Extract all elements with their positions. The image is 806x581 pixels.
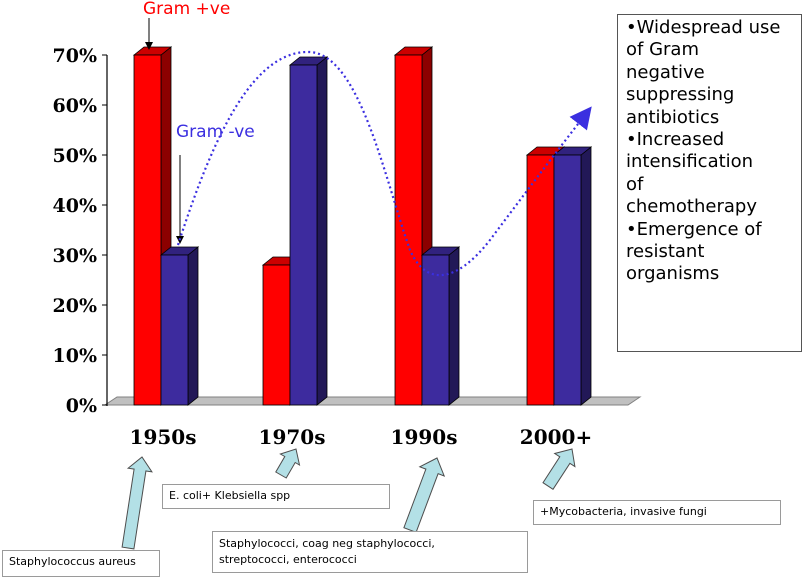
y-tick-label: 20% bbox=[53, 295, 98, 317]
explanation-line: negative bbox=[626, 61, 705, 83]
bar-1970s-series-2 bbox=[288, 56, 329, 406]
bar-front bbox=[262, 264, 291, 406]
bar-front bbox=[394, 54, 423, 406]
note-e-coli-klebsiella: E. coli+ Klebsiella spp bbox=[162, 484, 390, 509]
chart-floor bbox=[103, 396, 642, 406]
x-tick-label: 1950s bbox=[130, 425, 197, 449]
x-tick-label: 1970s bbox=[259, 425, 326, 449]
explanation-line: intensification bbox=[626, 151, 754, 173]
note-line: streptococci, enterococci bbox=[219, 553, 357, 566]
bar-2000+-series-2 bbox=[552, 146, 593, 406]
callout-arrow-1950s bbox=[121, 456, 153, 550]
explanation-line: •Increased bbox=[626, 129, 725, 151]
explanation-line: •Emergence of bbox=[626, 218, 762, 240]
explanation-line: suppressing bbox=[626, 84, 735, 106]
bar-1950s-series-2 bbox=[159, 246, 200, 406]
y-tick-label: 60% bbox=[53, 95, 98, 117]
explanation-line: chemotherapy bbox=[626, 196, 757, 218]
note-staphylococci-streptococci: Staphylococci, coag neg staphylococci, s… bbox=[212, 531, 528, 573]
bar-front bbox=[421, 254, 450, 406]
gram-positive-label: Gram +ve bbox=[143, 0, 230, 19]
bar-side bbox=[187, 246, 199, 406]
callout-arrow-2000 bbox=[542, 448, 576, 490]
explanation-line: antibiotics bbox=[626, 106, 720, 128]
note-mycobacteria-fungi: +Mycobacteria, invasive fungi bbox=[533, 500, 781, 525]
note-text: E. coli+ Klebsiella spp bbox=[169, 489, 291, 502]
gram-positive-arrowhead bbox=[145, 42, 153, 50]
note-line: Staphylococci, coag neg staphylococci, bbox=[219, 537, 435, 550]
callout-arrow-1990s bbox=[403, 457, 446, 533]
explanation-line: organisms bbox=[626, 263, 720, 285]
trend-curve bbox=[176, 50, 592, 277]
note-text: Staphylococcus aureus bbox=[9, 555, 136, 568]
y-tick-label: 0% bbox=[66, 395, 97, 417]
bar-side bbox=[316, 56, 328, 406]
bar-front bbox=[160, 254, 189, 406]
gram-negative-label: Gram -ve bbox=[176, 122, 255, 142]
y-tick-label: 70% bbox=[53, 45, 98, 67]
y-tick-label: 40% bbox=[53, 195, 98, 217]
bar-front bbox=[289, 64, 318, 406]
explanation-line: of Gram bbox=[626, 39, 699, 61]
note-text: +Mycobacteria, invasive fungi bbox=[540, 505, 707, 518]
y-tick-label: 50% bbox=[53, 145, 98, 167]
callout-arrow-1970s bbox=[275, 448, 301, 479]
y-tick-label: 10% bbox=[53, 345, 98, 367]
explanation-line: of bbox=[626, 173, 644, 195]
bar-side bbox=[580, 146, 592, 406]
explanation-box: •Widespread use of Gram negative suppressin… bbox=[617, 14, 802, 352]
x-tick-label: 2000+ bbox=[520, 425, 592, 449]
bar-front bbox=[526, 154, 555, 406]
bar-front bbox=[553, 154, 582, 406]
explanation-line: resistant bbox=[626, 241, 705, 263]
y-tick-label: 30% bbox=[53, 245, 98, 267]
bar-front bbox=[133, 54, 162, 406]
x-tick-label: 1990s bbox=[391, 425, 458, 449]
bar-1990s-series-2 bbox=[420, 246, 461, 406]
explanation-line: •Widespread use bbox=[626, 17, 781, 38]
note-staphylococcus-aureus: Staphylococcus aureus bbox=[2, 550, 160, 577]
